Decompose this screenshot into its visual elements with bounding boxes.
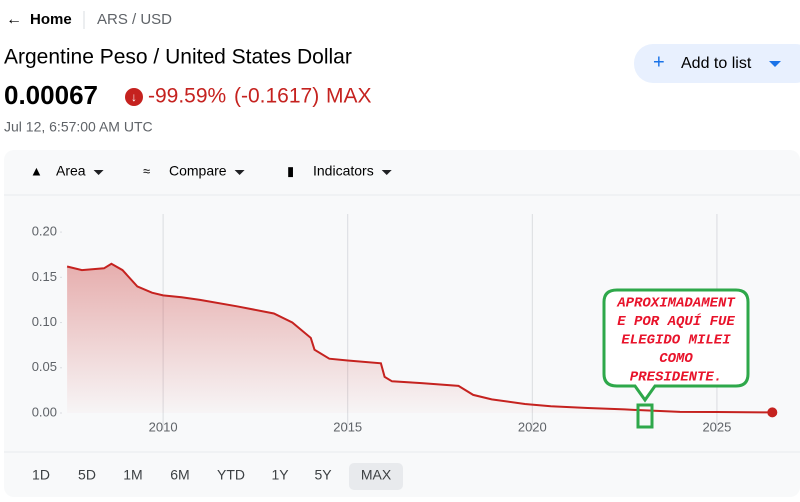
down-icon — [125, 88, 143, 106]
x-tick-label: 2015 — [333, 419, 362, 434]
change: (-0.1617) — [234, 85, 319, 108]
annotation-line: PRESIDENTE. — [630, 370, 722, 386]
timestamp: Jul 12, 6:57:00 AM UTC — [4, 119, 153, 135]
annotation-line: APROXIMADAMENT — [616, 296, 736, 312]
range-button[interactable]: 6M — [170, 467, 189, 483]
range-button[interactable]: 1Y — [271, 467, 289, 483]
x-tick-label: 2010 — [149, 419, 178, 434]
dropdown — [381, 170, 392, 175]
price-line — [66, 262, 773, 414]
x-tick-label: 2020 — [518, 419, 547, 434]
toolbar-icon: ▮ — [287, 163, 294, 178]
annotation-line: ELEGIDO MILEI — [621, 333, 731, 349]
down-arrow: ↓ — [131, 90, 137, 104]
back-arrow[interactable]: ← — [6, 11, 22, 28]
toolbar-button[interactable]: Area — [56, 163, 86, 179]
dropdown — [93, 170, 104, 175]
area-fill — [67, 263, 773, 413]
plus-icon: + — [653, 51, 665, 73]
price: 0.00067 — [4, 80, 98, 110]
symbol: ARS / USD — [97, 11, 172, 28]
change-percent: -99.59% — [148, 85, 226, 108]
highlight-box — [636, 403, 654, 429]
annotation-line: E POR AQUÍ FUE — [617, 312, 735, 330]
toolbar-icon: ▲ — [30, 163, 43, 178]
home-link[interactable]: Home — [30, 11, 72, 28]
y-tick-label: 0.00 — [32, 404, 57, 419]
annotation-bubble — [602, 288, 750, 403]
y-tick-label: 0.10 — [32, 314, 57, 329]
period: MAX — [326, 85, 372, 108]
range-button[interactable]: 1M — [123, 467, 142, 483]
add-button-label[interactable]: Add to list — [681, 55, 752, 72]
x-tick-label: 2025 — [702, 419, 731, 434]
dropdown — [769, 61, 781, 67]
toolbar-button[interactable]: Indicators — [313, 163, 374, 179]
range-button[interactable]: 1D — [32, 467, 50, 483]
toolbar-icon: ≈ — [143, 163, 150, 178]
y-tick-label: 0.20 — [32, 224, 57, 239]
range-button[interactable]: YTD — [217, 467, 245, 483]
range-button[interactable]: MAX — [361, 467, 392, 483]
add-button[interactable] — [634, 44, 800, 83]
range-button[interactable]: 5Y — [314, 467, 332, 483]
last-point — [767, 407, 778, 418]
quote-name: Argentine Peso / United States Dollar — [4, 46, 352, 69]
toolbar-button[interactable]: Compare — [169, 163, 227, 179]
range-button[interactable]: 5D — [78, 467, 96, 483]
range-selected — [349, 463, 403, 490]
dropdown — [234, 170, 245, 175]
y-tick-label: 0.15 — [32, 269, 57, 284]
y-tick-label: 0.05 — [32, 359, 57, 374]
annotation-line: COMO — [659, 351, 693, 367]
